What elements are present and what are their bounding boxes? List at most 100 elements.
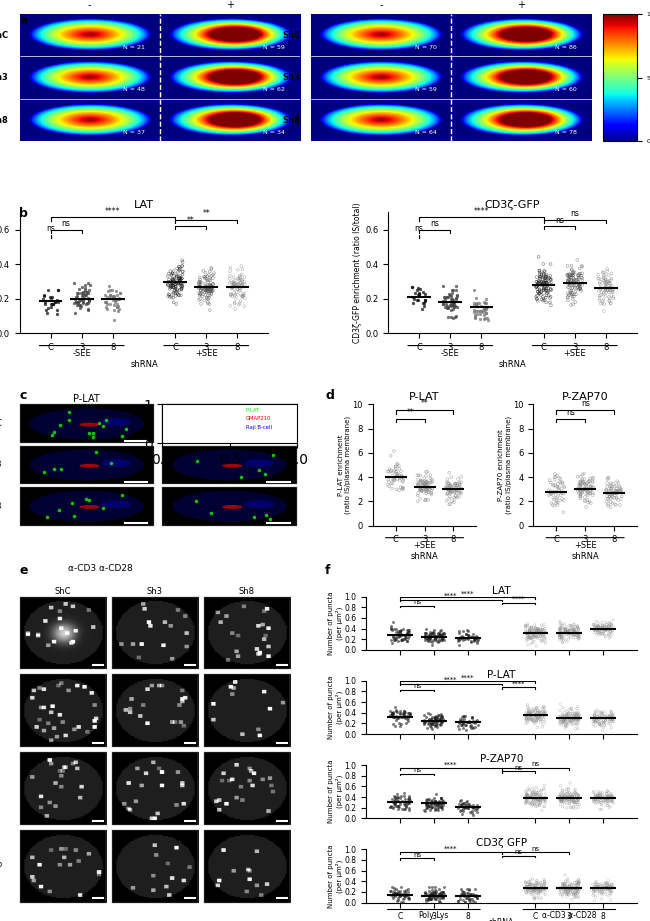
Point <box>237 289 247 304</box>
Point <box>593 880 603 894</box>
Title: Sh8: Sh8 <box>239 587 255 596</box>
Point <box>566 258 577 273</box>
Point <box>602 880 612 894</box>
Point <box>581 481 592 495</box>
Text: Sh8: Sh8 <box>283 115 300 124</box>
Point <box>174 276 184 291</box>
Point <box>540 705 550 719</box>
Ellipse shape <box>244 460 274 467</box>
Point <box>49 295 60 309</box>
Point <box>575 491 586 506</box>
Point <box>458 721 469 736</box>
Point <box>603 880 614 895</box>
Point <box>450 476 460 491</box>
Point <box>530 881 541 896</box>
Point <box>588 882 599 897</box>
Point <box>422 477 432 492</box>
Point <box>469 799 480 814</box>
Point <box>111 293 121 308</box>
Point <box>558 624 568 639</box>
Point <box>602 875 612 890</box>
Point <box>426 888 436 903</box>
Point <box>599 626 609 641</box>
Point <box>533 624 543 639</box>
Point <box>600 274 610 289</box>
Point <box>430 631 440 646</box>
Point <box>421 481 431 495</box>
Point <box>413 478 423 493</box>
Point <box>521 634 532 648</box>
Point <box>557 700 567 715</box>
Point <box>396 894 407 909</box>
Point <box>532 882 543 897</box>
Point <box>536 270 546 285</box>
Point <box>574 707 584 722</box>
Point <box>535 793 545 808</box>
Text: -SEE: -SEE <box>441 349 460 358</box>
Point <box>445 486 456 501</box>
Point <box>558 479 568 494</box>
Point <box>524 790 534 805</box>
Point <box>562 874 572 889</box>
Point <box>430 799 440 814</box>
Point <box>77 280 87 295</box>
Point <box>532 882 543 897</box>
Point <box>537 705 547 719</box>
Point <box>558 485 569 500</box>
Point <box>465 887 476 902</box>
Point <box>436 798 447 812</box>
Point <box>569 278 580 293</box>
Point <box>563 272 573 286</box>
Point <box>438 799 448 813</box>
Point <box>400 705 410 719</box>
Point <box>468 799 478 814</box>
Point <box>536 629 546 644</box>
Point <box>593 793 603 808</box>
Point <box>425 888 436 903</box>
Point <box>564 273 574 287</box>
Ellipse shape <box>79 423 99 426</box>
Point <box>562 286 573 300</box>
Point <box>424 634 435 648</box>
Point <box>426 797 436 811</box>
Point <box>399 796 410 810</box>
Point <box>540 625 551 640</box>
Point <box>604 617 615 632</box>
Text: +SEE: +SEE <box>574 542 597 551</box>
Point <box>521 626 532 641</box>
Point <box>436 714 447 729</box>
Point <box>600 789 610 804</box>
Point <box>526 620 536 635</box>
Point <box>573 622 584 636</box>
Point <box>539 263 549 278</box>
Point <box>447 283 458 297</box>
Point <box>170 280 181 295</box>
Point <box>447 291 458 306</box>
Point <box>601 620 611 635</box>
Ellipse shape <box>30 408 144 439</box>
Point <box>560 882 571 897</box>
Point <box>541 275 552 290</box>
Point <box>563 289 573 304</box>
Point <box>398 705 409 720</box>
Point <box>532 704 543 718</box>
Point <box>569 624 579 638</box>
Point <box>528 882 538 897</box>
Point <box>586 485 596 500</box>
Point <box>592 789 602 804</box>
Point <box>424 631 434 646</box>
Point <box>573 712 584 727</box>
Point <box>528 627 539 642</box>
Point <box>597 881 608 896</box>
Point <box>552 490 562 505</box>
Point <box>194 286 204 300</box>
Point <box>168 274 179 288</box>
Point <box>394 886 404 901</box>
Text: Sh3: Sh3 <box>0 73 8 82</box>
Point <box>395 791 406 806</box>
Point <box>554 630 565 645</box>
Point <box>232 277 242 292</box>
Point <box>536 267 547 282</box>
Point <box>425 630 436 645</box>
Point <box>589 709 599 724</box>
